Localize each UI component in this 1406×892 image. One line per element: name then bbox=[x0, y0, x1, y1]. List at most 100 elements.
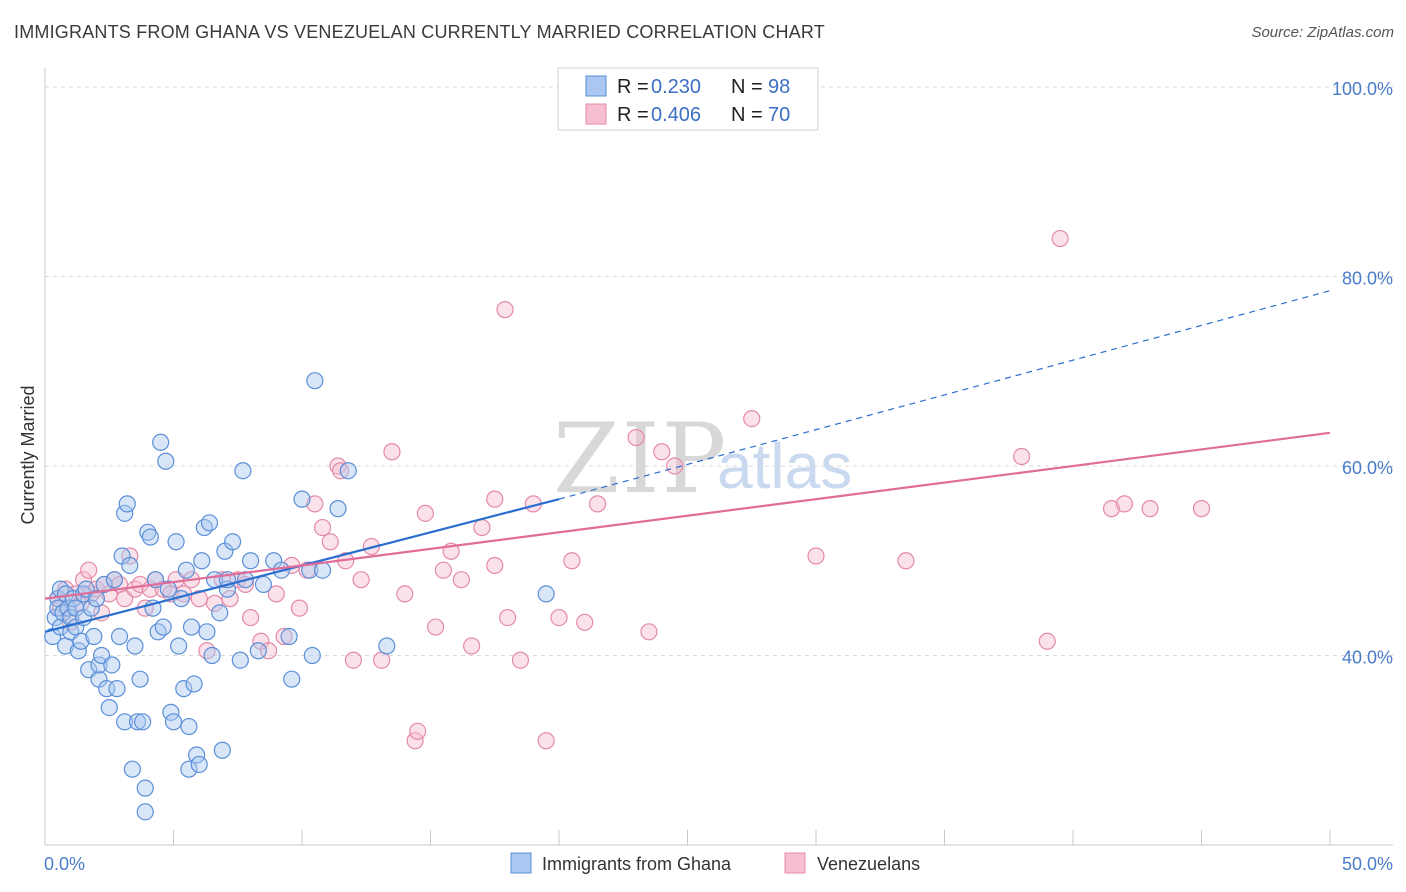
venezuelans-point-68 bbox=[627, 428, 645, 447]
ghana-point-43 bbox=[134, 713, 152, 731]
venezuelans-point-85 bbox=[1102, 500, 1121, 518]
venezuelans-point-50 bbox=[373, 651, 391, 669]
ghana-point-54 bbox=[159, 580, 177, 598]
ghana-point-37 bbox=[118, 495, 136, 513]
legend-venez-r-value: 0.406 bbox=[651, 104, 701, 126]
ghana-point-52 bbox=[154, 618, 172, 636]
venezuelans-point-63 bbox=[511, 651, 530, 669]
venezuelans-point-7 bbox=[80, 561, 98, 579]
venezuelans-point-67 bbox=[588, 495, 607, 513]
venezuelans-point-54 bbox=[416, 504, 434, 522]
bottom-legend-swatch-venezuelans bbox=[784, 852, 806, 874]
ghana-point-61 bbox=[177, 561, 195, 579]
ghana-point-27 bbox=[95, 575, 113, 594]
ghana-points bbox=[44, 372, 555, 821]
ghana-point-78 bbox=[224, 533, 242, 551]
ghana-point-57 bbox=[167, 533, 185, 551]
watermark-zip: ZIP bbox=[553, 403, 728, 515]
ghana-point-58 bbox=[170, 637, 188, 655]
venezuelans-point-27 bbox=[190, 590, 208, 608]
venezuelans-point-42 bbox=[306, 495, 324, 513]
legend-venez-r-label: R = bbox=[617, 104, 649, 126]
ghana-point-46 bbox=[139, 523, 157, 541]
venezuelans-point-80 bbox=[897, 552, 915, 570]
y-tick-label-100: 100.0% bbox=[1332, 79, 1393, 99]
ghana-point-32 bbox=[108, 680, 126, 698]
venezuelans-point-38 bbox=[275, 627, 293, 646]
venezuelans-point-55 bbox=[427, 618, 445, 636]
trend-lines bbox=[44, 290, 1331, 633]
venezuelans-point-83 bbox=[1141, 500, 1159, 518]
venezuelans-point-79 bbox=[807, 547, 825, 565]
ghana-point-21 bbox=[82, 599, 100, 617]
correlation-legend: R = 0.230 N = 98 R = 0.406 N = 70 bbox=[557, 67, 819, 131]
ghana-point-38 bbox=[121, 556, 139, 575]
venezuelans-point-84 bbox=[1051, 229, 1069, 248]
venezuelans-point-66 bbox=[550, 608, 568, 627]
ghana-point-64 bbox=[182, 618, 201, 636]
ghana-point-71 bbox=[200, 514, 219, 532]
venezuelans-point-58 bbox=[452, 571, 470, 589]
venezuelans-point-78 bbox=[743, 409, 761, 428]
y-axis-label: Currently Married bbox=[18, 385, 38, 524]
ghana-point-51 bbox=[152, 433, 170, 451]
legend-ghana-n-value: 98 bbox=[768, 76, 790, 98]
bottom-legend-ghana-label: Immigrants from Ghana bbox=[542, 854, 732, 874]
ghana-point-74 bbox=[211, 604, 229, 622]
ghana-point-87 bbox=[293, 490, 311, 508]
venezuelans-point-74 bbox=[563, 552, 581, 570]
bottom-legend-swatch-ghana bbox=[510, 852, 532, 874]
ghana-point-79 bbox=[231, 651, 249, 669]
venezuelans-point-82 bbox=[1038, 632, 1056, 650]
ghana-point-65 bbox=[185, 675, 203, 693]
venezuelans-point-51 bbox=[383, 443, 401, 461]
legend-ghana-r-value: 0.230 bbox=[651, 76, 701, 98]
chart-title: IMMIGRANTS FROM GHANA VS VENEZUELAN CURR… bbox=[14, 22, 825, 42]
venezuelans-point-72 bbox=[486, 490, 504, 508]
venezuelans-point-69 bbox=[653, 443, 671, 461]
y-tick-label-80: 80.0% bbox=[1342, 268, 1393, 288]
ghana-point-93 bbox=[280, 627, 298, 646]
ghana-point-47 bbox=[141, 528, 159, 546]
ghana-point-67 bbox=[190, 755, 208, 774]
legend-swatch-ghana bbox=[585, 75, 607, 97]
source-label: Source: ZipAtlas.com bbox=[1251, 24, 1394, 41]
ghana-point-22 bbox=[85, 627, 103, 646]
venezuelans-point-77 bbox=[666, 457, 684, 475]
ghana-point-75 bbox=[213, 741, 231, 759]
y-tick-label-40: 40.0% bbox=[1342, 647, 1393, 667]
ghana-point-72 bbox=[203, 646, 221, 665]
ghana-point-68 bbox=[193, 552, 211, 570]
y-tick-label-60: 60.0% bbox=[1342, 458, 1393, 478]
venezuelans-point-62 bbox=[499, 608, 517, 627]
venezuelans-point-44 bbox=[321, 533, 339, 551]
ghana-trend-projection bbox=[558, 290, 1331, 500]
ghana-point-23 bbox=[87, 590, 106, 608]
venezuelans-point-73 bbox=[496, 301, 514, 319]
venezuelans-point-60 bbox=[473, 518, 491, 537]
ghana-point-45 bbox=[136, 779, 154, 797]
legend-ghana-r-label: R = bbox=[617, 76, 649, 98]
venezuelans-point-86 bbox=[1192, 500, 1211, 518]
venezuelans-point-52 bbox=[396, 585, 414, 603]
legend-venez-n-value: 70 bbox=[768, 104, 790, 126]
venezuelans-point-61 bbox=[486, 556, 504, 575]
venezuelans-point-71 bbox=[409, 722, 427, 740]
ghana-point-69 bbox=[195, 518, 213, 537]
venezuelans-point-75 bbox=[576, 613, 594, 631]
ghana-point-41 bbox=[128, 713, 147, 731]
x-tick-label-max: 50.0% bbox=[1342, 854, 1393, 874]
venezuelans-trend-line bbox=[44, 431, 1331, 600]
venezuelans-point-40 bbox=[290, 599, 309, 617]
ghana-point-80 bbox=[234, 462, 252, 480]
venezuelans-point-47 bbox=[344, 651, 362, 669]
ghana-point-97 bbox=[378, 637, 396, 655]
ghana-point-63 bbox=[180, 717, 198, 736]
ghana-point-33 bbox=[110, 627, 129, 646]
ghana-point-36 bbox=[116, 713, 134, 731]
ghana-point-86 bbox=[283, 670, 301, 688]
ghana-point-98 bbox=[537, 585, 555, 603]
ghana-point-31 bbox=[105, 571, 123, 589]
legend-ghana-n-label: N = bbox=[731, 76, 763, 98]
